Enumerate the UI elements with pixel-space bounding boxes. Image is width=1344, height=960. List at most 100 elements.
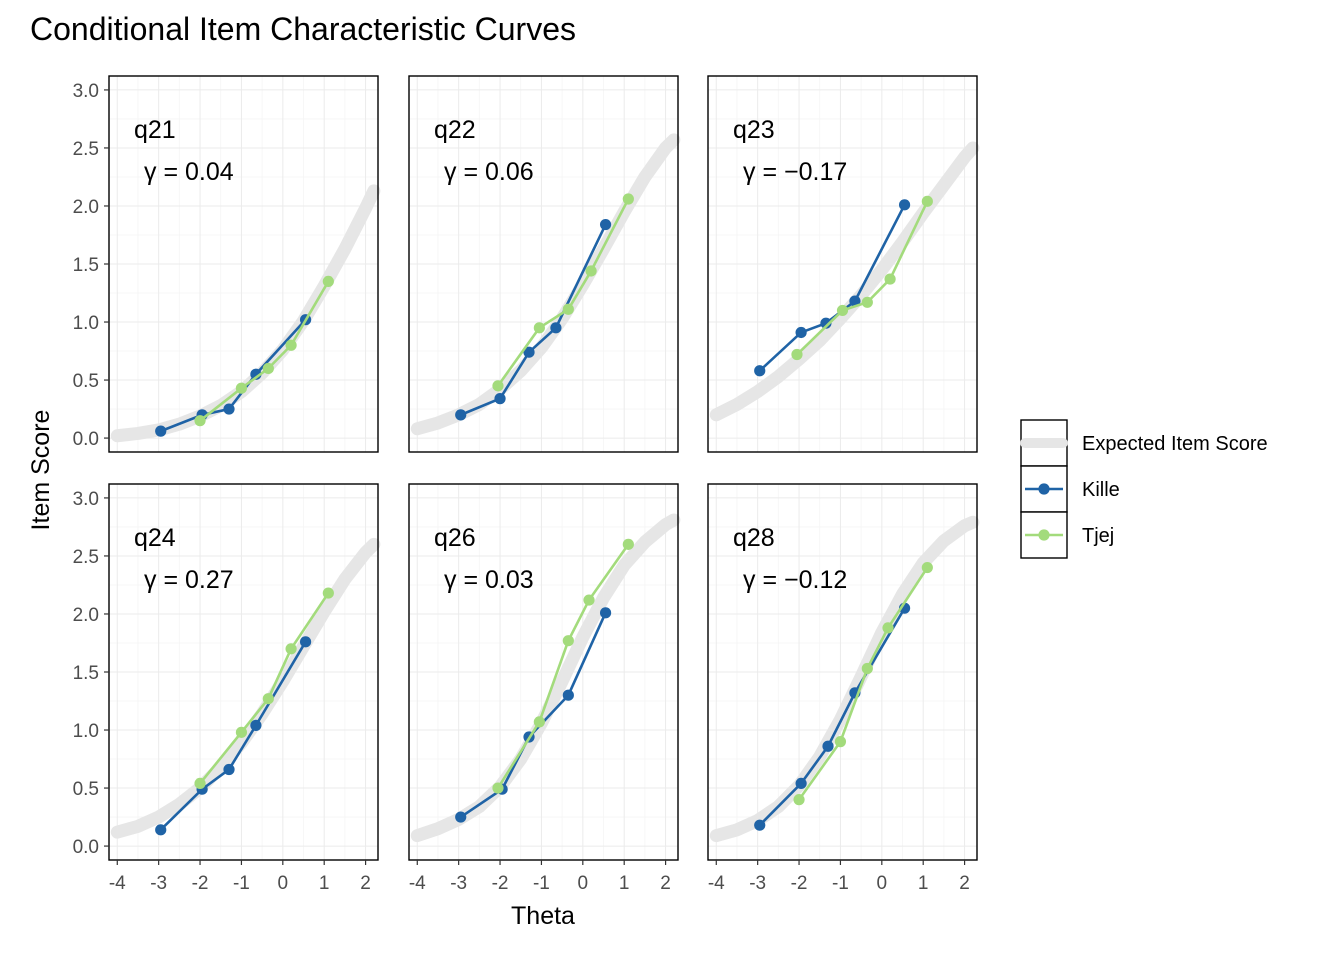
panel-gamma-label: γ = 0.27	[144, 566, 234, 594]
data-point-tjej	[235, 382, 248, 394]
panel-item-label: q21	[134, 116, 176, 144]
x-tick-label: -3	[749, 873, 766, 894]
data-point-kille	[898, 199, 911, 211]
panel-item-label: q28	[733, 524, 775, 552]
x-tick-label: -4	[409, 873, 426, 894]
data-point-tjej	[562, 635, 574, 647]
data-point-kille	[223, 403, 235, 415]
y-tick-label: 0.5	[73, 371, 99, 392]
x-tick-label: -3	[150, 873, 167, 894]
y-tick-label: 1.5	[73, 255, 99, 276]
series-line-tjej	[199, 592, 330, 785]
data-point-tjej	[622, 193, 634, 205]
data-point-tjej	[322, 587, 334, 599]
x-tick-label: -1	[533, 873, 550, 894]
data-point-tjej	[583, 594, 595, 606]
data-point-kille	[562, 689, 574, 701]
data-point-tjej	[834, 736, 847, 748]
y-tick-label: 0.0	[73, 429, 99, 450]
panel-item-label: q24	[134, 524, 176, 552]
data-point-tjej	[194, 415, 206, 427]
y-tick-label: 2.0	[73, 197, 99, 218]
x-tick-label: -2	[492, 873, 509, 894]
y-tick-label: 1.0	[73, 721, 99, 742]
data-point-kille	[754, 365, 766, 377]
panel-gamma-label: γ = 0.04	[144, 158, 234, 186]
data-point-kille	[250, 719, 262, 731]
x-tick-label: 0	[278, 873, 289, 894]
data-point-kille	[299, 636, 312, 648]
data-point-tjej	[921, 195, 933, 207]
data-point-tjej	[861, 296, 873, 308]
y-tick-label: 0.5	[73, 779, 99, 800]
x-tick-label: -1	[233, 873, 250, 894]
panel-gamma-label: γ = 0.03	[444, 566, 534, 594]
x-tick-label: 1	[319, 873, 330, 894]
legend: Expected Item Score Kille Tjej	[1020, 419, 1268, 559]
x-tick-label: -3	[450, 873, 467, 894]
data-point-tjej	[285, 643, 297, 655]
data-point-tjej	[861, 662, 873, 675]
data-point-tjej	[235, 726, 248, 738]
panel-q24: q24 γ = 0.27 0.0 0.5 1.0 1.5 2.0 2.5 3.0 -4 -3 -2 -1…	[73, 483, 381, 894]
y-tick-label: 1.0	[73, 313, 99, 334]
legend-key-point	[1038, 483, 1050, 495]
y-axis-title: Item Score	[27, 410, 55, 531]
data-point-tjej	[791, 348, 803, 361]
x-tick-label: 0	[877, 873, 888, 894]
panel-gamma-label: γ = −0.12	[743, 566, 847, 594]
panel-q21: q21 γ = 0.04 0.0 0.5 1.0 1.5 2.0 2.5 3.0	[73, 75, 381, 453]
data-point-kille	[822, 740, 834, 752]
data-point-tjej	[921, 561, 933, 574]
x-tick-label: 2	[360, 873, 371, 894]
data-point-tjej	[322, 275, 334, 288]
data-point-tjej	[262, 362, 274, 375]
data-point-kille	[795, 777, 807, 790]
x-tick-label: 2	[959, 873, 970, 894]
data-point-tjej	[884, 273, 896, 285]
legend-label: Tjej	[1082, 525, 1114, 547]
data-point-kille	[155, 425, 167, 437]
data-point-tjej	[533, 322, 545, 334]
panel-q26: q26 γ = 0.03 -4 -3 -2 -1 0 1 2	[408, 483, 681, 894]
data-point-tjej	[793, 794, 805, 806]
data-point-kille	[599, 607, 612, 619]
legend-item-expected: Expected Item Score	[1020, 419, 1268, 467]
data-point-tjej	[585, 265, 597, 277]
legend-item-tjej: Tjej	[1020, 511, 1114, 559]
data-point-kille	[820, 317, 832, 329]
data-point-kille	[523, 346, 535, 358]
panel-border	[408, 483, 679, 861]
panels: q21 γ = 0.04 0.0 0.5 1.0 1.5 2.0 2.5 3.0 q22 γ = 0…	[73, 75, 980, 894]
data-point-tjej	[285, 339, 297, 351]
panel-border	[707, 483, 978, 861]
x-tick-label: -4	[708, 873, 725, 894]
x-tick-label: -4	[109, 873, 126, 894]
panel-gamma-label: γ = −0.17	[743, 158, 847, 186]
data-point-tjej	[194, 777, 206, 790]
y-tick-label: 2.0	[73, 605, 99, 626]
chart-title: Conditional Item Characteristic Curves	[30, 11, 576, 47]
data-point-tjej	[262, 693, 274, 705]
data-point-kille	[455, 811, 467, 823]
y-tick-label: 0.0	[73, 837, 99, 858]
data-point-kille	[795, 326, 807, 339]
series-line-kille	[160, 318, 307, 433]
panel-item-label: q22	[434, 116, 476, 144]
x-tick-label: -1	[832, 873, 849, 894]
x-tick-label: 1	[918, 873, 929, 894]
expected-score-curve	[110, 184, 381, 443]
x-tick-label: 0	[578, 873, 589, 894]
data-point-tjej	[622, 538, 634, 550]
panel-item-label: q26	[434, 524, 476, 552]
panel-q28: q28 γ = −0.12 -4 -3 -2 -1 0 1 2	[707, 483, 980, 894]
panel-border	[707, 75, 978, 453]
data-point-tjej	[533, 716, 545, 728]
panel-gamma-label: γ = 0.06	[444, 158, 534, 186]
panel-item-label: q23	[733, 116, 775, 144]
data-point-kille	[155, 824, 167, 836]
legend-key-point	[1038, 529, 1050, 541]
series-line-kille	[460, 223, 607, 417]
data-point-kille	[455, 409, 467, 421]
x-tick-label: -2	[791, 873, 808, 894]
